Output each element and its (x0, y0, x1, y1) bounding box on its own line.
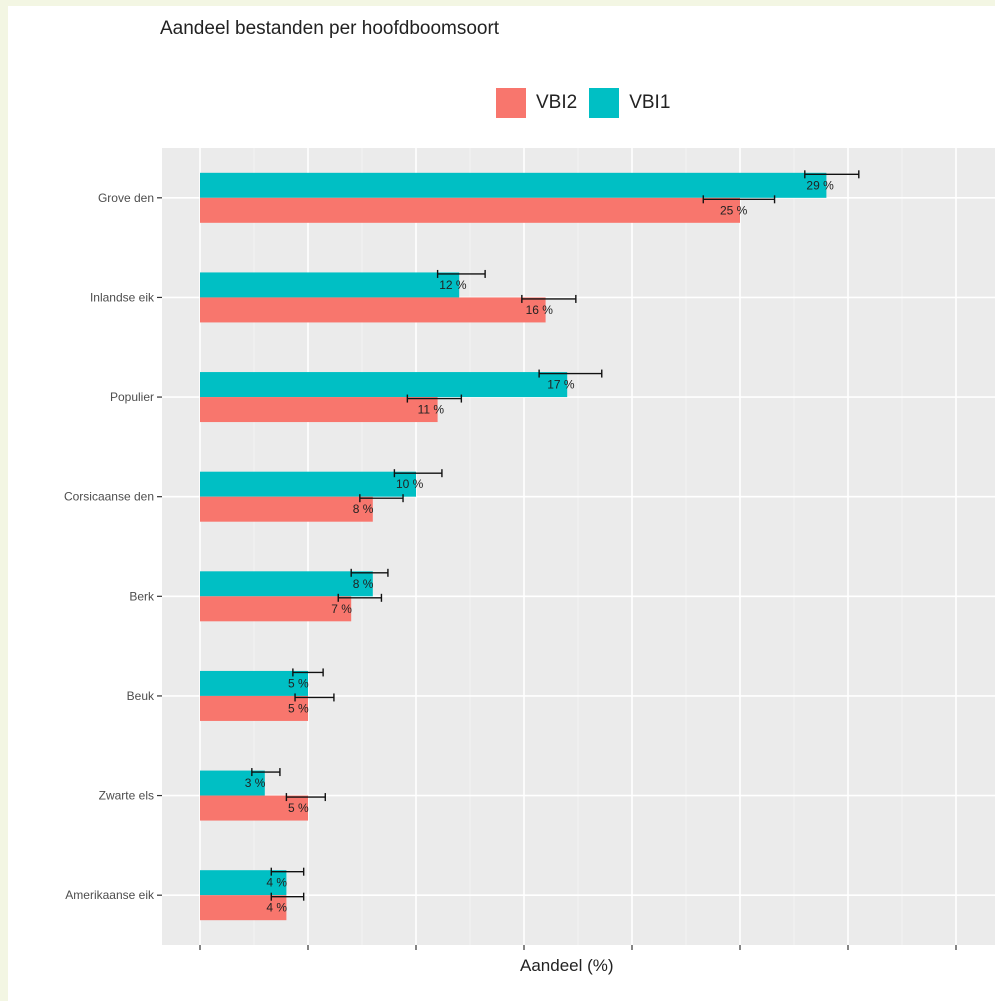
y-tick-label: Grove den (98, 191, 154, 205)
bar-vbi2-amerikaanse-eik (200, 895, 287, 921)
bar-vbi1-inlandse-eik (200, 272, 460, 298)
value-label-vbi2: 5 % (288, 701, 309, 715)
bar-vbi1-berk (200, 571, 373, 597)
bar-vbi1-corsicaanse-den (200, 471, 416, 497)
value-label-vbi1: 8 % (353, 577, 374, 591)
y-tick-label: Zwarte els (99, 789, 154, 803)
bar-vbi1-zwarte-els (200, 770, 265, 796)
value-label-vbi1: 17 % (547, 378, 575, 392)
value-label-vbi1: 4 % (266, 876, 287, 890)
bar-vbi1-populier (200, 372, 568, 398)
plot-panel (162, 148, 995, 945)
value-label-vbi2: 25 % (720, 203, 748, 217)
y-tick-label: Beuk (127, 689, 155, 703)
value-label-vbi1: 12 % (439, 278, 467, 292)
value-label-vbi2: 16 % (526, 303, 554, 317)
y-tick-label: Berk (129, 589, 155, 603)
value-label-vbi2: 5 % (288, 801, 309, 815)
bar-vbi2-grove-den (200, 197, 740, 223)
bar-vbi1-beuk (200, 670, 308, 696)
bar-vbi1-amerikaanse-eik (200, 870, 287, 896)
bar-vbi1-grove-den (200, 172, 827, 198)
y-tick-label: Populier (110, 390, 154, 404)
legend-key-vbi2 (496, 88, 526, 118)
bar-vbi2-beuk (200, 695, 308, 721)
y-tick-label: Amerikaanse eik (65, 888, 155, 902)
bar-vbi2-inlandse-eik (200, 297, 546, 323)
value-label-vbi1: 29 % (806, 178, 834, 192)
x-axis-label: Aandeel (%) (520, 956, 614, 975)
bar-vbi2-berk (200, 596, 352, 622)
bar-vbi2-corsicaanse-den (200, 496, 373, 522)
y-tick-label: Inlandse eik (90, 290, 155, 304)
bar-vbi2-zwarte-els (200, 795, 308, 821)
bar-vbi2-populier (200, 397, 438, 423)
legend-label-vbi1: VBI1 (629, 92, 671, 113)
legend-label-vbi2: VBI2 (536, 92, 578, 113)
value-label-vbi2: 8 % (353, 502, 374, 516)
y-tick-label: Corsicaanse den (64, 490, 154, 504)
value-label-vbi2: 11 % (418, 403, 445, 417)
legend: VBI2 VBI1 (496, 86, 682, 120)
value-label-vbi1: 5 % (288, 676, 309, 690)
chart-title: Aandeel bestanden per hoofdboomsoort (160, 18, 500, 39)
legend-item-vbi2: VBI2 (496, 88, 577, 118)
value-label-vbi1: 3 % (245, 776, 266, 790)
value-label-vbi2: 4 % (266, 901, 287, 915)
legend-item-vbi1: VBI1 (589, 88, 670, 118)
legend-key-vbi1 (589, 88, 620, 118)
value-label-vbi1: 10 % (396, 477, 424, 491)
value-label-vbi2: 7 % (331, 602, 352, 616)
